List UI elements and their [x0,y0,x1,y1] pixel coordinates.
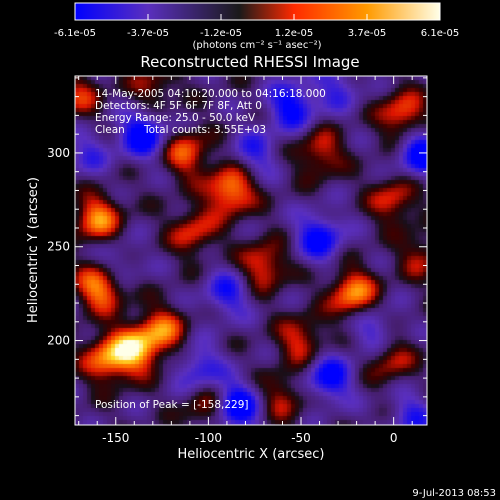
info-line-energy: Energy Range: 25.0 - 50.0 keV [95,112,256,124]
colorbar-tick-label: -6.1e-05 [54,28,96,39]
plot-frame [74,75,428,426]
info-line-time: 14-May-2005 04:10:20.000 to 04:16:18.000 [95,88,326,100]
peak-position-label: Position of Peak = [-158,229] [95,399,249,411]
colorbar-units-label: (photons cm⁻² s⁻¹ asec⁻²) [192,40,321,51]
heatmap-plot: -150 -100 -50 0 200 250 300 [47,75,428,445]
info-clean-label: Clean [95,124,125,136]
x-tick-label: -150 [102,431,129,445]
colorbar-tick-label: -3.7e-05 [127,28,169,39]
x-axis-ticks: -150 -100 -50 0 [78,76,413,445]
y-tick-label: 200 [47,334,70,348]
colorbar-tick-label: 6.1e-05 [421,28,459,39]
heatmap-canvas [75,76,427,425]
colorbar: -6.1e-05 -3.7e-05 -1.2e-05 1.2e-05 3.7e-05 6.… [54,2,459,51]
y-axis-ticks: 200 250 300 [47,77,427,417]
colorbar-ticks: -6.1e-05 -3.7e-05 -1.2e-05 1.2e-05 3.7e-05 6.… [54,14,459,39]
info-block: 14-May-2005 04:10:20.000 to 04:16:18.000… [95,88,326,411]
colorbar-gradient [74,2,441,21]
y-tick-label: 250 [47,240,70,254]
info-total-counts: Total counts: 3.55E+03 [143,124,266,136]
x-axis-label: Heliocentric X (arcsec) [178,447,325,462]
footer-date: 9-Jul-2013 08:53 [412,488,496,499]
info-line-detectors: Detectors: 4F 5F 6F 7F 8F, Att 0 [95,100,262,112]
colorbar-tick-label: -1.2e-05 [200,28,242,39]
y-axis-label: Heliocentric Y (arcsec) [26,177,41,323]
chart-title: Reconstructed RHESSI Image [140,53,359,71]
colorbar-tick-label: 1.2e-05 [275,28,313,39]
x-tick-label: -100 [195,431,222,445]
x-tick-label: -50 [291,431,311,445]
x-tick-label: 0 [390,431,398,445]
y-tick-label: 300 [47,146,70,160]
colorbar-tick-label: 3.7e-05 [348,28,386,39]
